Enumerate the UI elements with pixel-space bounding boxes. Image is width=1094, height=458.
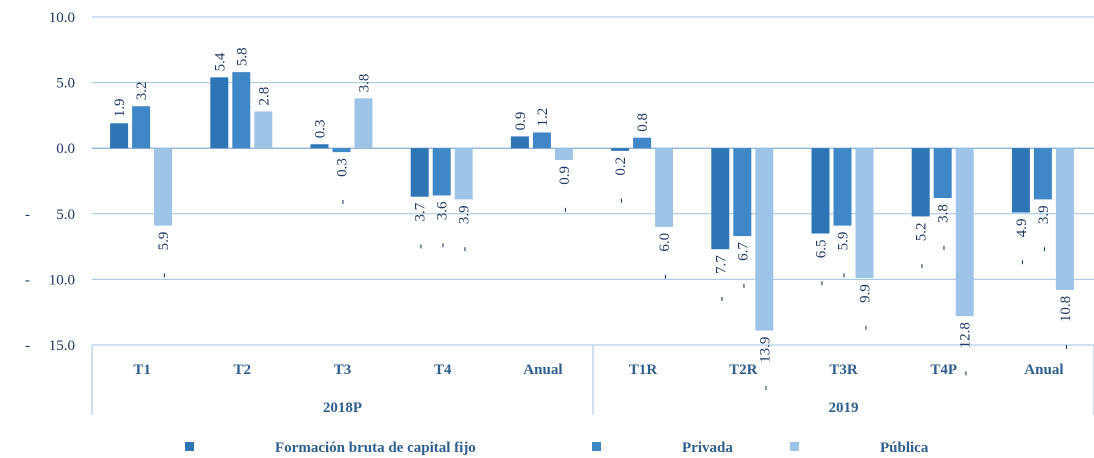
data-label: 0.8: [635, 113, 651, 132]
bar: [1055, 148, 1074, 290]
data-label: - 6.7: [735, 242, 751, 289]
data-label: - 5.9: [156, 232, 172, 278]
data-label: - 3.9: [1036, 205, 1052, 251]
bar: [733, 148, 752, 237]
legend-swatch: [592, 442, 601, 451]
group-label: 2018P: [323, 400, 362, 416]
x-tick-label: T4P: [930, 362, 957, 378]
x-tick-label: T2R: [729, 362, 758, 378]
y-tick-label: 5.0: [56, 76, 75, 92]
data-label: - 10.8: [1058, 296, 1074, 350]
bar: [833, 148, 852, 226]
bar: [855, 148, 874, 279]
data-label: - 3.9: [457, 205, 473, 251]
legend-label: Pública: [880, 440, 929, 456]
bar: [755, 148, 774, 331]
data-label: 5.8: [234, 47, 250, 66]
bar: [354, 98, 373, 149]
data-label: 3.2: [134, 81, 150, 100]
bar: [611, 148, 630, 151]
data-label: - 9.9: [858, 284, 874, 330]
x-tick-label: T2: [234, 362, 252, 378]
x-tick-label: T3: [334, 362, 352, 378]
bar: [210, 77, 229, 149]
bar: [532, 132, 551, 149]
bar: [332, 148, 351, 153]
data-label: - 3.8: [936, 204, 952, 250]
data-label: - 6.0: [657, 233, 673, 279]
data-label: - 0.3: [335, 158, 351, 204]
data-label: - 13.9: [757, 337, 773, 391]
x-tick-label: Anual: [1024, 362, 1063, 378]
y-tick-label: - 15.0: [25, 338, 75, 354]
data-label: 5.4: [212, 52, 228, 71]
data-label: 1.2: [535, 108, 551, 127]
y-tick-label: 0.0: [56, 141, 75, 157]
x-tick-label: T1: [133, 362, 151, 378]
legend-label: Formación bruta de capital fijo: [275, 440, 476, 456]
bar: [911, 148, 930, 217]
data-label: - 4.9: [1014, 218, 1030, 264]
legend-label: Privada: [682, 440, 733, 456]
legend-swatch: [790, 442, 799, 451]
y-tick-label: - 10.0: [25, 272, 75, 288]
bar: [454, 148, 473, 200]
bar: [811, 148, 830, 234]
bar: [633, 137, 652, 149]
data-label: - 5.2: [914, 222, 930, 268]
group-label: 2019: [829, 400, 859, 416]
bar: [933, 148, 952, 199]
y-tick-label: - 5.0: [25, 207, 75, 223]
data-label: - 0.9: [557, 166, 573, 212]
x-tick-label: T3R: [829, 362, 858, 378]
legend-swatch: [185, 442, 194, 451]
bar: [110, 123, 129, 149]
x-tick-label: T4: [434, 362, 452, 378]
bar: [711, 148, 730, 250]
data-label: 1.9: [112, 99, 128, 118]
bar: [154, 148, 173, 226]
bar: [254, 111, 273, 149]
bar: [510, 136, 529, 149]
bar: [655, 148, 674, 227]
data-label: - 0.2: [613, 157, 629, 203]
data-label: 0.9: [513, 112, 529, 131]
data-label: - 6.5: [814, 239, 830, 285]
bar: [1033, 148, 1052, 200]
data-label: - 7.7: [713, 255, 729, 302]
bar: [955, 148, 974, 317]
x-tick-label: Anual: [523, 362, 562, 378]
bar: [554, 148, 573, 161]
bar: [132, 106, 151, 149]
data-label: - 12.8: [958, 322, 974, 376]
data-label: - 5.9: [836, 232, 852, 278]
x-tick-label: T1R: [629, 362, 658, 378]
y-tick-label: 10.0: [49, 10, 75, 26]
bar: [432, 148, 451, 196]
data-label: 0.3: [313, 120, 329, 139]
data-label: - 3.7: [413, 202, 429, 249]
bar: [232, 72, 251, 149]
bar: [410, 148, 429, 197]
data-label: - 3.6: [435, 201, 451, 248]
bar: [310, 144, 329, 149]
data-label: 2.8: [256, 87, 272, 106]
bar: [1011, 148, 1030, 213]
data-label: 3.8: [357, 74, 373, 93]
